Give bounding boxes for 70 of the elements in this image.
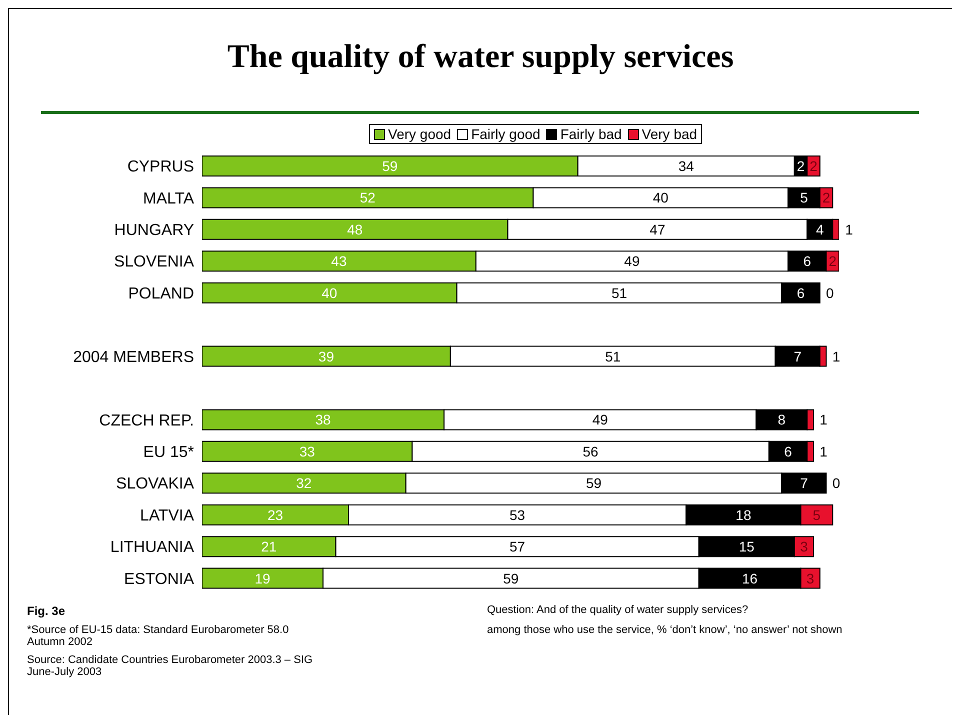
data-label: 8 [778,412,786,428]
y-tick-label: CZECH REP. [99,412,194,430]
data-label: 52 [360,190,376,206]
data-label: 59 [586,475,602,492]
data-label: 7 [800,475,808,492]
data-label: 33 [299,443,316,460]
data-label: 38 [315,412,332,428]
y-tick-label: HUNGARY [114,222,194,239]
data-label: 2 [822,190,830,206]
data-label: 51 [611,284,628,301]
data-label: 7 [794,348,802,364]
data-label: 34 [678,158,694,174]
data-label: 48 [347,221,363,238]
data-label: 6 [784,443,792,460]
data-label: 5 [812,506,821,523]
caption: Fig. 3e [27,604,66,618]
data-label: 57 [510,538,526,555]
data-label: 40 [652,190,669,206]
data-label: 19 [254,570,271,586]
data-label: 1 [820,412,828,428]
y-tick-label: SLOVENIA [114,254,194,271]
data-label: 59 [503,570,519,586]
y-tick-label: LITHUANIA [110,539,194,556]
y-tick-label: MALTA [143,190,194,208]
legend-label: Fairly good [470,126,540,142]
data-label: 21 [261,538,277,555]
y-tick-label: EU 15* [143,444,194,461]
data-label: 49 [624,253,640,270]
text: among those who use the service, % ‘don’t know’, ‘no answer’ not shown [487,624,844,638]
data-label: 4 [816,221,824,238]
legend-label: Very good [387,126,452,142]
data-label: 18 [736,506,752,523]
data-label: 2 [810,158,818,174]
data-label: 32 [296,475,312,492]
y-tick-label: SLOVAKIA [116,476,194,493]
data-label: 23 [267,506,284,523]
data-label: 51 [605,348,621,364]
data-label: 56 [582,443,599,460]
data-label: 47 [650,221,666,238]
data-label: 53 [510,506,526,523]
data-label: 2 [828,253,837,270]
data-label: 5 [800,190,808,206]
data-label: 40 [322,284,338,301]
data-label: 3 [800,538,808,555]
data-label: 1 [845,221,854,238]
y-tick-label: CYPRUS [127,158,194,176]
y-tick-label: 2004 MEMBERS [73,348,194,366]
text: *Source of EU-15 data: Standard Eurobarometer 58.0 Autumn 2002 [27,624,290,648]
legend-label: Very bad [640,126,698,142]
y-tick-label: POLAND [128,285,194,302]
source-note: Source: Candidate Countries Eurobarometer 2003.3 – SIG June-July 2003 [27,654,314,678]
data-label: 59 [382,158,398,174]
data-label: 43 [331,253,347,270]
y-tick-label: LATVIA [140,507,194,524]
data-label: 0 [826,284,834,301]
legend-label: Fairly bad [559,126,622,142]
data-label: 1 [820,443,828,460]
data-label: 39 [318,348,334,364]
data-label: 1 [832,348,840,364]
data-label: 2 [796,158,805,174]
data-label: 3 [806,570,814,586]
data-label: 15 [738,538,755,555]
data-label: 49 [592,412,608,428]
data-label: 6 [796,284,805,301]
data-label: 6 [803,253,812,270]
text: Question: And of the quality of water supply services? [487,604,750,618]
data-label: 0 [832,475,840,492]
chart-title: The quality of water supply services [226,38,735,77]
data-label: 16 [742,570,758,586]
y-tick-label: ESTONIA [124,570,194,588]
